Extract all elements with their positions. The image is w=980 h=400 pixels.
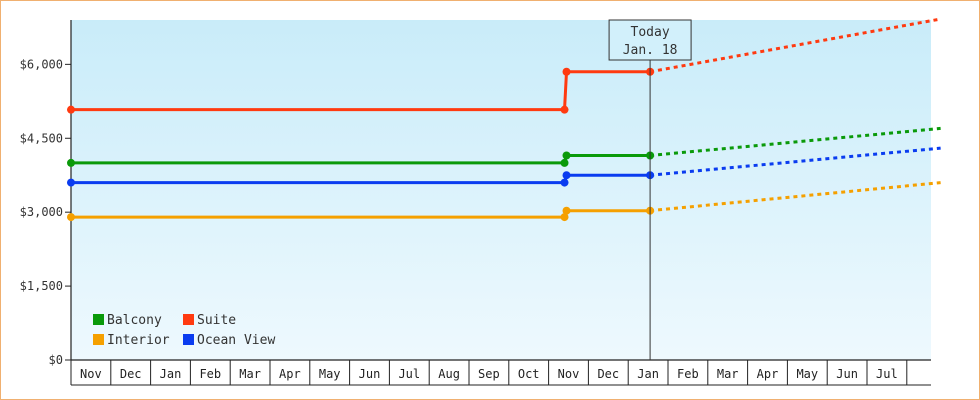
legend-label-suite: Suite [197, 313, 236, 328]
data-point [67, 158, 75, 167]
x-tick-label: Jan [160, 367, 182, 381]
y-tick-label: $3,000 [20, 205, 63, 219]
forecast-line-ocean-view [649, 146, 941, 177]
x-tick-label: Jul [398, 367, 420, 381]
x-tick-label: Nov [80, 367, 102, 381]
y-axis: $0 $1,500 $3,000 $4,500 $6,000 [20, 20, 72, 367]
series-interior [67, 181, 941, 222]
legend-label-ocean-view: Ocean View [197, 333, 275, 348]
legend-swatch-ocean-view [183, 334, 194, 345]
x-tick-label: Apr [757, 367, 779, 381]
series-line-suite [71, 70, 651, 112]
y-tick-label: $0 [49, 353, 63, 367]
legend-swatch-suite [183, 314, 194, 325]
data-point [67, 213, 75, 222]
x-tick-label: Sep [478, 367, 500, 381]
data-point [67, 105, 75, 114]
x-tick-label: Dec [597, 367, 619, 381]
x-tick-label: Aug [438, 367, 460, 381]
today-date: Jan. 18 [623, 43, 678, 58]
forecast-line-balcony [649, 126, 941, 158]
x-tick-label: Feb [677, 367, 699, 381]
x-axis: Nov Dec Jan Feb Mar Apr May Jun Jul Aug Sep Oct Nov D… [70, 359, 931, 386]
data-point [560, 178, 569, 187]
forecast-line-interior [649, 181, 941, 213]
data-point [562, 67, 571, 76]
today-marker: Today Jan. 18 [608, 19, 692, 360]
x-tick-label: Dec [120, 367, 142, 381]
data-point [562, 171, 571, 180]
x-tick-label: Mar [717, 367, 739, 381]
x-tick-label: Apr [279, 367, 301, 381]
data-point [560, 158, 569, 167]
today-callout [608, 19, 692, 61]
series-layer [67, 17, 941, 222]
legend-label-interior: Interior [107, 333, 170, 348]
data-point [560, 105, 569, 114]
x-tick-label: Jun [836, 367, 858, 381]
x-tick-label: Jan [637, 367, 659, 381]
y-tick-label: $4,500 [20, 131, 63, 145]
series-suite [67, 17, 941, 114]
y-tick-label: $1,500 [20, 279, 63, 293]
series-ocean-view [67, 146, 941, 187]
x-tick-label: May [796, 367, 818, 381]
y-tick-label: $6,000 [20, 57, 63, 71]
series-balcony [67, 126, 941, 167]
legend-swatch-interior [93, 334, 104, 345]
x-tick-label: Oct [518, 367, 540, 381]
x-tick-label: Feb [199, 367, 221, 381]
legend-label-balcony: Balcony [107, 313, 162, 328]
today-label: Today [631, 25, 670, 40]
legend-swatch-balcony [93, 314, 104, 325]
x-tick-label: May [319, 367, 341, 381]
x-tick-label: Jul [876, 367, 898, 381]
x-tick-label: Mar [239, 367, 261, 381]
data-point [560, 213, 569, 222]
x-tick-label: Jun [359, 367, 381, 381]
x-tick-label: Nov [558, 367, 580, 381]
forecast-line-suite [649, 17, 941, 74]
legend: Balcony Suite Interior Ocean View [93, 313, 275, 348]
plot-background [71, 20, 931, 360]
data-point [67, 178, 75, 187]
data-point [562, 206, 571, 215]
data-point [562, 151, 571, 160]
